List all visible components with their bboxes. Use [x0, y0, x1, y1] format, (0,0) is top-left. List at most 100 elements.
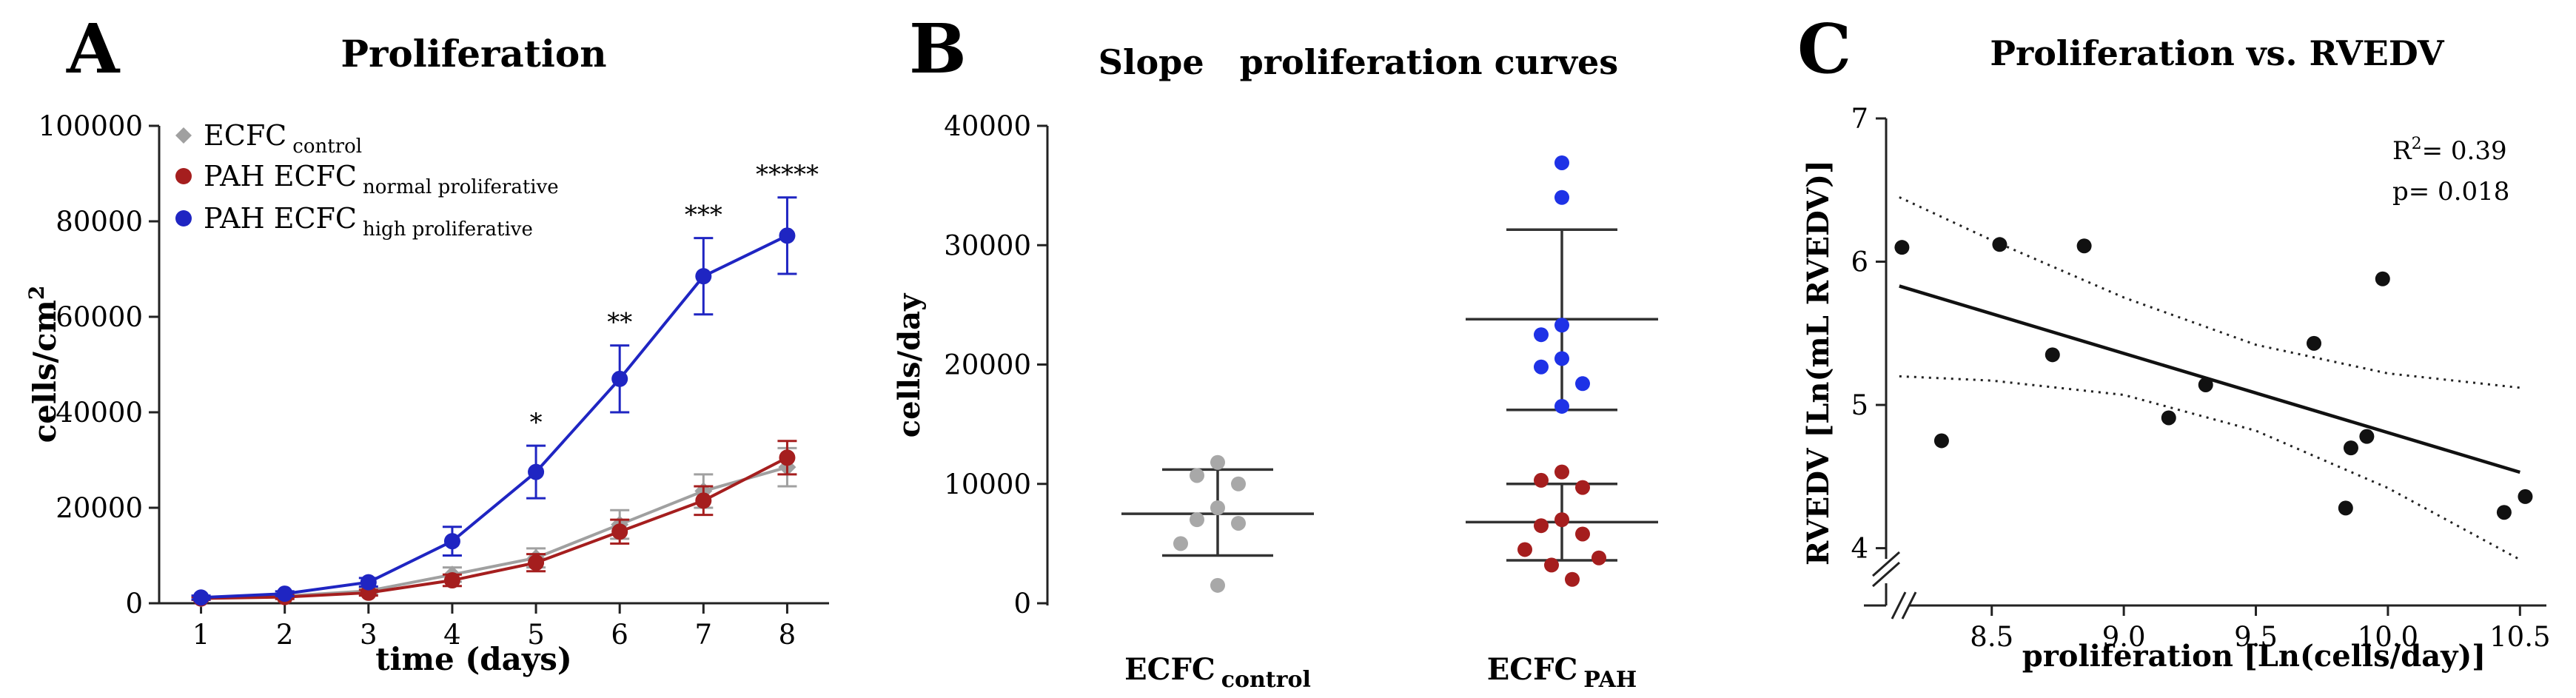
series-line	[201, 456, 788, 600]
data-point	[695, 268, 712, 285]
x-tick-label: 3	[360, 619, 378, 651]
data-point	[1231, 515, 1246, 531]
panel-a-y-label: cells/cm2	[24, 286, 63, 443]
panel-c-r2-label: R	[2392, 136, 2412, 166]
y-tick-label: 0	[1013, 588, 1031, 620]
data-point	[1210, 500, 1225, 515]
data-point	[1894, 240, 1910, 255]
group-2	[1466, 155, 1658, 587]
data-point	[528, 463, 545, 480]
panel-b-y-label: cells/day	[892, 292, 927, 437]
y-tick-label: 40000	[56, 397, 143, 429]
confidence-band-lower	[1899, 375, 2521, 561]
data-point	[1231, 476, 1246, 491]
data-point	[1210, 577, 1225, 593]
data-point	[1554, 464, 1569, 480]
data-point	[611, 523, 628, 540]
data-point	[695, 492, 712, 509]
data-point	[1173, 536, 1188, 551]
y-tick-label: 30000	[944, 229, 1031, 261]
panel-c-y-label: RVEDV [Ln(mL RVEDV)]	[1801, 160, 1836, 566]
group-1	[1121, 454, 1314, 593]
significance-label: ***	[685, 201, 722, 230]
panel-c-y-ticks: 4 5 6 7	[1851, 103, 1886, 565]
panel-c-title: Proliferation vs. RVEDV	[1990, 33, 2444, 73]
panel-c-x-ticks: 8.5 9.0 9.5 10.0 10.5	[1970, 605, 2551, 653]
data-point	[1517, 542, 1532, 557]
data-point	[2307, 335, 2322, 351]
data-point	[443, 533, 460, 550]
panel-a-plot-area	[191, 196, 797, 608]
data-point	[1190, 512, 1204, 528]
data-point	[1190, 468, 1204, 483]
panel-a-x-label: time (days)	[375, 641, 572, 677]
panel-b-group2-sub: PAH	[1583, 667, 1637, 693]
y-tick-label: 5	[1851, 389, 1868, 421]
legend-marker	[175, 168, 192, 184]
series-3	[191, 196, 797, 606]
legend-entry: PAH ECFC normal proliferative	[204, 160, 559, 198]
panel-b: B Slope proliferation curves 0 10000 20000…	[892, 9, 1658, 693]
data-point	[1575, 376, 1590, 392]
data-point	[528, 554, 545, 571]
panel-c-letter: C	[1797, 9, 1851, 89]
y-tick-label: 10000	[944, 469, 1031, 500]
panel-c-x-label: proliferation [Ln(cells/day)]	[2022, 639, 2486, 674]
data-point	[1554, 189, 1569, 205]
data-point	[1565, 571, 1580, 587]
data-point	[1534, 359, 1549, 375]
significance-label: *	[530, 408, 543, 437]
confidence-band-upper	[1899, 196, 2520, 389]
legend-entry-name: ECFC	[204, 119, 286, 152]
data-point	[611, 370, 628, 387]
panel-a-x-ticks: 1 2 3 4 5 6 7 8	[192, 603, 796, 651]
data-point	[1554, 398, 1569, 414]
data-point	[192, 589, 209, 606]
x-tick-label: 8.5	[1970, 621, 2013, 653]
data-point	[2338, 500, 2353, 516]
legend-entry-sub: normal proliferative	[363, 176, 559, 198]
panel-b-y-ticks: 0 10000 20000 30000 40000	[944, 110, 1047, 620]
data-point	[2161, 410, 2176, 426]
series-1	[191, 446, 797, 608]
panel-c-x-break-mark	[1891, 591, 1907, 620]
x-tick-label: 1	[192, 619, 210, 651]
y-tick-label: 6	[1851, 246, 1868, 278]
panel-a: A Proliferation 0 20000 40000 60000 80000 100…	[24, 9, 829, 677]
legend-entry-name: PAH ECFC	[204, 160, 357, 192]
legend-entry: ECFC control	[204, 119, 362, 158]
data-point	[779, 227, 796, 244]
legend-marker	[175, 210, 192, 226]
panel-c: C Proliferation vs. RVEDV 4 5 6 7 8.5 9.0 9.5…	[1797, 9, 2551, 674]
y-tick-label: 40000	[944, 110, 1031, 142]
data-point	[1534, 472, 1549, 488]
data-point	[2045, 347, 2060, 363]
data-point	[2343, 440, 2358, 456]
series-2	[191, 440, 797, 607]
data-point	[2198, 377, 2213, 392]
panel-c-r2-annotation: R2= 0.39	[2392, 135, 2507, 166]
data-point	[1575, 526, 1590, 542]
panel-b-group1-label: ECFC control	[1124, 652, 1311, 693]
panel-c-p-annotation: p= 0.018	[2392, 177, 2509, 207]
legend-entry-sub: control	[292, 135, 362, 158]
data-point	[779, 449, 796, 466]
data-point	[1554, 155, 1569, 170]
panel-a-significance: ***********	[530, 160, 819, 437]
y-tick-label: 7	[1851, 103, 1868, 135]
series-line	[201, 234, 788, 600]
panel-b-group1-sub: control	[1221, 667, 1311, 693]
panel-b-letter: B	[909, 9, 967, 89]
panel-b-group1-name: ECFC	[1124, 652, 1215, 687]
data-point	[2496, 505, 2512, 520]
data-point	[2076, 238, 2092, 254]
legend-marker	[175, 127, 192, 144]
data-point	[2518, 489, 2533, 504]
y-tick-label: 20000	[944, 349, 1031, 381]
x-tick-label: 6	[611, 619, 628, 651]
panel-c-y-break-mark	[1872, 561, 1900, 588]
y-tick-label: 0	[125, 588, 143, 620]
x-tick-label: 9.0	[2102, 621, 2146, 653]
x-tick-label: 2	[276, 619, 294, 651]
